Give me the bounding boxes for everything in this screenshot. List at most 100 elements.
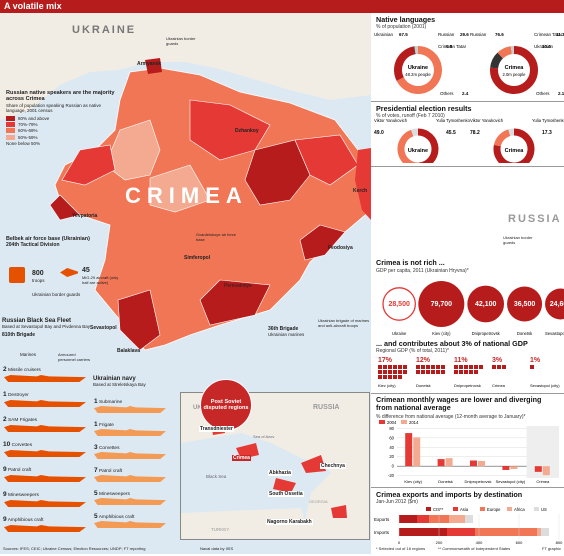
belbek-guards: Ukrainian border guards (32, 292, 81, 297)
city-feodosiya: Feodosiya (328, 245, 353, 251)
elec-a-label: Viktor Yanukovich (374, 118, 408, 123)
elec-b-value: 45.5 (446, 130, 456, 136)
gdp-label: Ukraine (392, 331, 407, 336)
label-south-ossetia: South Ossetia (268, 491, 304, 497)
legend-swatch (6, 134, 15, 140)
lang-ukraine-seg (396, 46, 442, 94)
fleet-count: 9 (3, 466, 7, 473)
label-abkhazia: Abkhazia (268, 470, 292, 476)
fleet-label: Patrol craft (7, 468, 32, 473)
fleet-count: 2 (3, 416, 7, 423)
gdp-label: Donetsk (517, 331, 533, 336)
trade-bar (537, 528, 541, 536)
ship-icon (4, 450, 86, 457)
sources-left: Sources: IFES; CEIC; Ukraine Census; Ele… (3, 546, 146, 551)
aircraft-icon (60, 268, 78, 277)
trade-chart: CIS** Asia Europe Africa US Exports Imports 0 20… (374, 507, 563, 545)
city-simferopol: Simferopol (184, 255, 211, 261)
speaker-legend: Russian native speakers are the majority… (6, 90, 116, 147)
wages-chart: 80 60 40 20 0 -20 2004 2014 Kiev (city) Donetsk Dn… (379, 420, 559, 484)
belbek-unit: 204th Tactical Division (6, 242, 60, 248)
share-value: 11% (454, 357, 468, 364)
share-square (426, 365, 430, 369)
lang-seg-label: Ukrainian (374, 32, 394, 37)
share-square (421, 365, 425, 369)
gdp-bubble (418, 281, 465, 327)
trade-bar (475, 528, 537, 536)
ship-icon (4, 375, 86, 382)
lang-crimea-name: Crimea (505, 65, 525, 71)
share-square (393, 370, 397, 374)
share-square (492, 365, 496, 369)
trade-bar (465, 515, 473, 523)
share-square (464, 370, 468, 374)
wage-bar (437, 459, 445, 467)
fleet-label: Missile cruisers (7, 368, 41, 373)
inset-black-sea: Black Sea (206, 474, 227, 479)
legend-label: 80% and above (18, 116, 50, 121)
legend-swatch (6, 128, 15, 134)
wage-bar (445, 458, 453, 467)
wage-ytick: 60 (389, 435, 394, 440)
navy-label: Corvettes (98, 446, 120, 451)
gdp-title: Crimea is not rich ... (376, 258, 445, 267)
belbek-title: Belbek air force base (Ukrainian) (6, 236, 90, 242)
wage-category: Sevastopol (city) (496, 479, 526, 484)
share-square (441, 370, 445, 374)
crimea-map (0, 13, 371, 554)
elec-a-value: 49.0 (374, 130, 384, 136)
fleet-label: Destroyer (7, 393, 29, 398)
brigade36-title: 36th Brigade (268, 326, 299, 332)
share-square (383, 370, 387, 374)
share-square (378, 375, 382, 379)
navy-title: Ukrainian navy (93, 376, 136, 382)
label-nagorno-karabakh: Nagorno Karabakh (266, 519, 313, 525)
trade-xtick: 800 (556, 540, 563, 545)
fleet-apc: Armoured personnel carriers (58, 352, 91, 362)
share-square (398, 365, 402, 369)
wage-bar (478, 460, 485, 467)
share-square (416, 365, 420, 369)
ship-icon (94, 406, 166, 413)
disputed-badge: Post Soviet disputed regions (200, 379, 252, 431)
navy-count: 1 (94, 398, 98, 405)
fleet-row: 9 Patrol craft (3, 466, 31, 473)
wage-legend-swatch (401, 420, 407, 424)
trade-legend-swatch (453, 507, 458, 511)
elec-crimea-seg (508, 128, 515, 137)
legend-subtitle: Share of population speaking Russian as … (6, 103, 102, 113)
inset-azov: Sea of Azov (253, 434, 274, 439)
fleet-brigade: 810th Brigade (2, 332, 36, 338)
gdp-label: Sevastopol (city) (545, 331, 564, 336)
navy-count: 3 (94, 444, 98, 451)
ship-icon (4, 525, 86, 532)
fleet-count: 1 (3, 391, 7, 398)
share-label: Kiev (city) (378, 383, 396, 388)
sources-right: FT graphic (542, 546, 562, 551)
gdp-bubble (545, 288, 564, 320)
fleet-count: 9 (3, 516, 7, 523)
trade-legend-swatch (507, 507, 512, 511)
share-square (479, 365, 483, 369)
wage-legend-swatch (379, 420, 385, 424)
share-value: 1% (530, 357, 541, 364)
gdp-bubble (467, 285, 505, 323)
navy-label: Submarine (98, 400, 123, 405)
share-label: Crimea (492, 383, 506, 388)
lang-seg-label: Others (536, 91, 550, 96)
crimea-label: CRIMEA (125, 183, 248, 208)
elec-ukraine-seg (411, 128, 419, 137)
ship-icon (4, 400, 86, 407)
title-banner: A volatile mix (0, 0, 564, 13)
share-square (378, 365, 382, 369)
fleet-sub: Based at Sevastopol Bay and Pivdenna Bay (2, 324, 91, 329)
wages-title: Crimean monthly wages are lower and dive… (376, 395, 542, 413)
gdp-bubble (382, 287, 416, 321)
share-square (530, 365, 534, 369)
trade-legend-label: CIS** (433, 507, 444, 512)
share-square (388, 370, 392, 374)
share-square (459, 370, 463, 374)
lang-crimea-center: 2.0m people (502, 72, 526, 77)
city-perevalnoye: Perevalnoye (224, 283, 252, 289)
lang-seg-label: Crimean Tatar (534, 32, 563, 37)
